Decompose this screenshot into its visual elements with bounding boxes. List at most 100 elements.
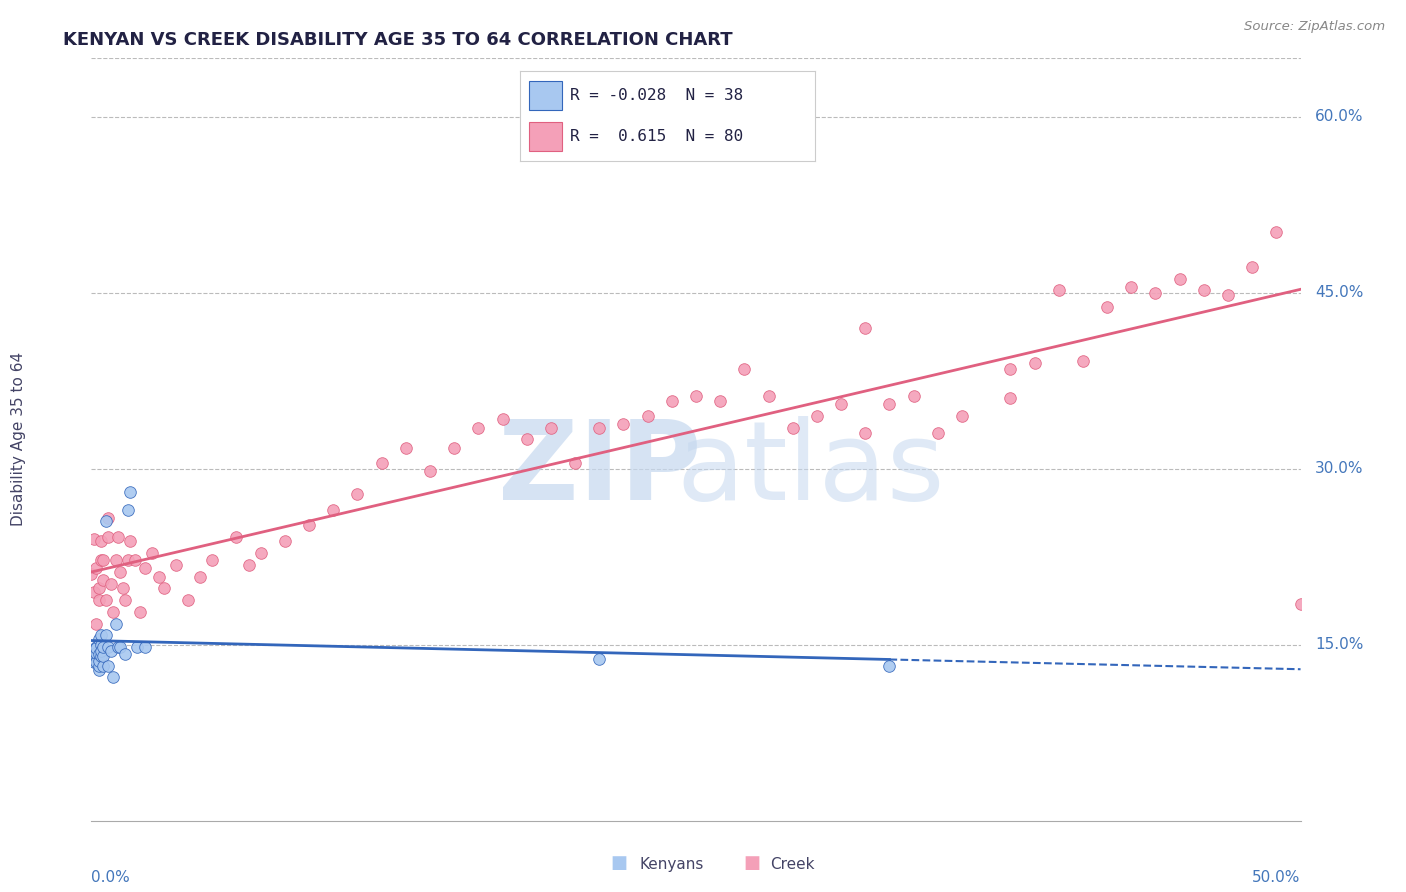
Point [853,426,876,441]
Point [612,417,634,431]
Text: ■: ■ [610,855,627,872]
Point [84,640,107,654]
Point [491,412,513,426]
Point [879,397,901,411]
Point [97,640,120,654]
Point [540,420,562,434]
Point [1168,271,1191,285]
Point [1265,225,1288,239]
Text: Disability Age 35 to 64: Disability Age 35 to 64 [11,352,27,526]
Point [1095,300,1118,314]
Point [94,593,117,607]
Point [782,420,804,434]
Point [1000,362,1022,376]
Point [1071,353,1094,368]
Point [141,546,163,560]
Point [117,553,139,567]
Point [177,593,200,607]
Text: Source: ZipAtlas.com: Source: ZipAtlas.com [1244,20,1385,33]
Point [104,616,127,631]
Point [298,518,321,533]
Point [87,658,110,673]
Point [107,640,129,654]
Point [120,485,142,500]
Point [588,420,610,434]
Point [100,576,122,591]
Point [84,646,107,660]
Point [238,558,260,572]
Point [107,530,129,544]
Text: ZIP: ZIP [498,417,702,524]
Text: 50.0%: 50.0% [1253,870,1301,885]
Bar [529,81,561,110]
Point [84,641,107,656]
Point [83,643,105,657]
Text: atlas: atlas [676,417,945,524]
Point [1000,391,1022,405]
Text: 45.0%: 45.0% [1315,285,1364,300]
Point [83,655,105,669]
Point [101,671,124,685]
Point [661,393,683,408]
Point [1216,288,1239,302]
Point [564,456,586,470]
Point [134,561,156,575]
Text: R =  0.615  N = 80: R = 0.615 N = 80 [571,129,744,144]
Text: R = -0.028  N = 38: R = -0.028 N = 38 [571,88,744,103]
Point [87,654,110,668]
Point [84,649,107,664]
Point [117,502,139,516]
Point [346,487,368,501]
Point [97,658,120,673]
Point [83,651,105,665]
Point [903,389,925,403]
Point [588,651,610,665]
Text: Kenyans: Kenyans [640,857,704,872]
Point [84,561,107,575]
Point [128,605,150,619]
Point [879,658,901,673]
Point [322,502,344,516]
Point [637,409,659,423]
Point [93,573,115,587]
Point [148,569,170,583]
Point [370,456,392,470]
Point [1024,356,1046,370]
Point [94,515,117,529]
Point [90,553,112,567]
Point [114,647,136,661]
Point [249,546,271,560]
Point [114,593,136,607]
Point [84,655,107,669]
Point [97,530,120,544]
Point [395,441,418,455]
Point [516,433,538,447]
Text: ■: ■ [744,855,761,872]
Point [110,640,132,654]
Point [950,409,973,423]
Text: KENYAN VS CREEK DISABILITY AGE 35 TO 64 CORRELATION CHART: KENYAN VS CREEK DISABILITY AGE 35 TO 64 … [63,31,733,49]
Point [165,558,187,572]
Point [443,441,465,455]
Point [830,397,852,411]
Text: 15.0%: 15.0% [1315,637,1364,652]
Point [1144,285,1167,300]
Point [87,664,110,678]
Text: 30.0%: 30.0% [1315,461,1364,476]
Point [93,658,115,673]
Point [87,593,110,607]
Point [87,582,110,596]
Point [134,640,156,654]
Point [104,553,127,567]
Point [1241,260,1264,274]
Point [80,567,103,582]
Point [758,389,780,403]
Point [120,534,142,549]
Point [90,643,112,657]
Point [100,643,122,657]
Point [93,649,115,664]
Point [90,534,112,549]
Point [1121,279,1143,293]
Point [685,389,707,403]
Point [188,569,211,583]
